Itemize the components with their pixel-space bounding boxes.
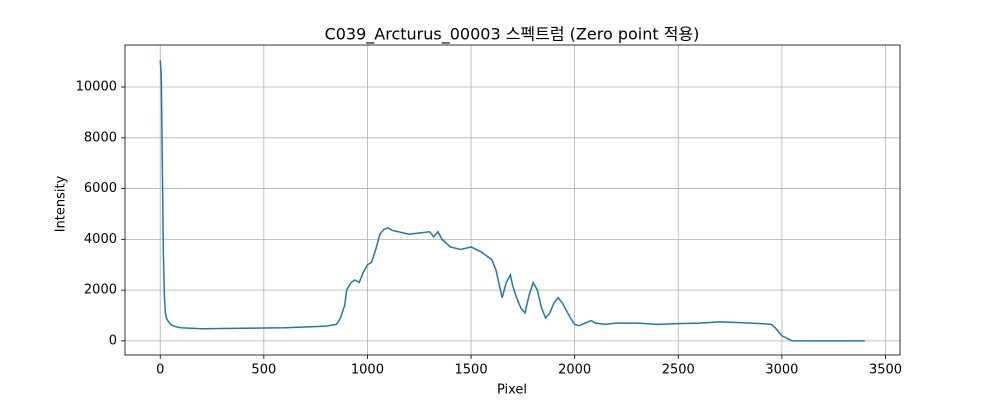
chart-title: C039_Arcturus_00003 스펙트럼 (Zero point 적용) bbox=[325, 25, 700, 45]
y-axis-label: Intensity bbox=[54, 175, 69, 232]
x-axis-label: Pixel bbox=[497, 383, 527, 398]
x-tick-label: 2500 bbox=[662, 363, 695, 378]
x-tick-label: 3500 bbox=[869, 363, 902, 378]
x-tick-label: 3000 bbox=[765, 363, 798, 378]
x-tick-label: 1000 bbox=[351, 363, 384, 378]
x-tick-label: 2000 bbox=[558, 363, 591, 378]
plot-frame bbox=[124, 44, 901, 356]
x-tick-label: 0 bbox=[156, 363, 164, 378]
y-tick-label: 4000 bbox=[84, 232, 117, 247]
y-tick-label: 8000 bbox=[84, 130, 117, 145]
y-tick-label: 2000 bbox=[84, 283, 117, 298]
y-tick-label: 6000 bbox=[84, 181, 117, 196]
line bbox=[159, 60, 865, 342]
x-tick-label: 500 bbox=[251, 363, 276, 378]
x-tick-label: 1500 bbox=[455, 363, 488, 378]
y-tick-label: 0 bbox=[109, 333, 117, 348]
y-tick-label: 10000 bbox=[76, 80, 117, 95]
